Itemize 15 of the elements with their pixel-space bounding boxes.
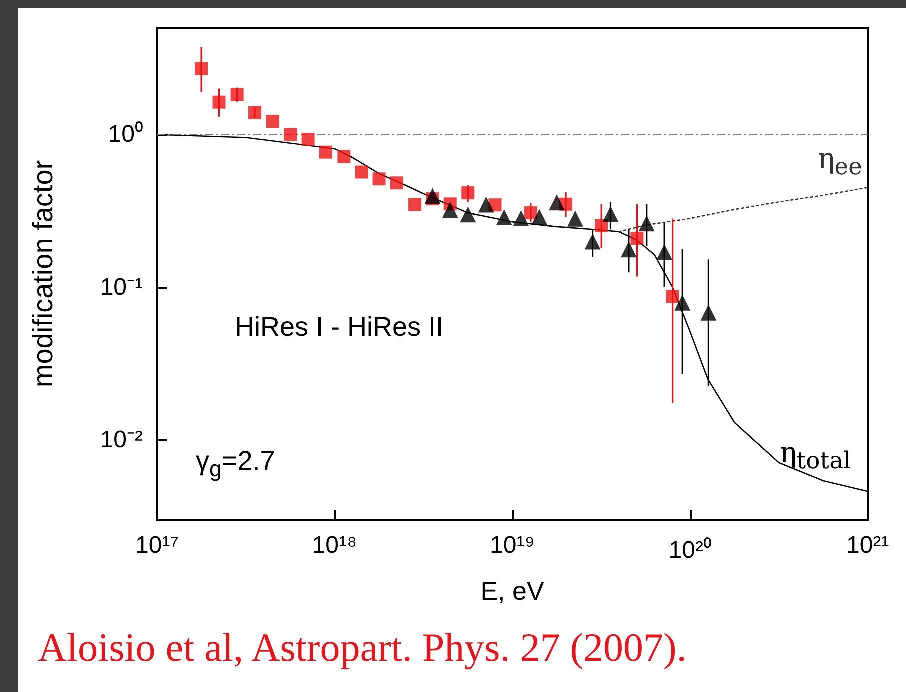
series-label: η$_{ee}$ xyxy=(818,142,862,180)
x-tick-label: 10²⁰ xyxy=(668,536,712,565)
text: Aloisio et al, Astropart. Phys. 27 (2007). xyxy=(38,624,687,671)
y-tick-label: 10⁻¹ xyxy=(100,274,144,301)
y-axis-title: modification factor xyxy=(28,160,58,388)
series-label: η$_{total}$ xyxy=(780,436,851,474)
annotation: γ$_{g}$=2.7 xyxy=(196,446,276,482)
y-tick-label: 10⁰ xyxy=(108,121,143,148)
x-tick-label: 10²¹ xyxy=(846,532,890,560)
x-tick-label: 10¹⁸ xyxy=(312,532,358,560)
x-tick-label: 10¹⁹ xyxy=(490,532,535,560)
x-axis-title: E, eV xyxy=(480,576,545,606)
annotation: HiRes I - HiRes II xyxy=(235,312,444,343)
x-tick-label: 10¹⁷ xyxy=(136,532,179,560)
y-tick-label: 10⁻² xyxy=(100,426,144,454)
